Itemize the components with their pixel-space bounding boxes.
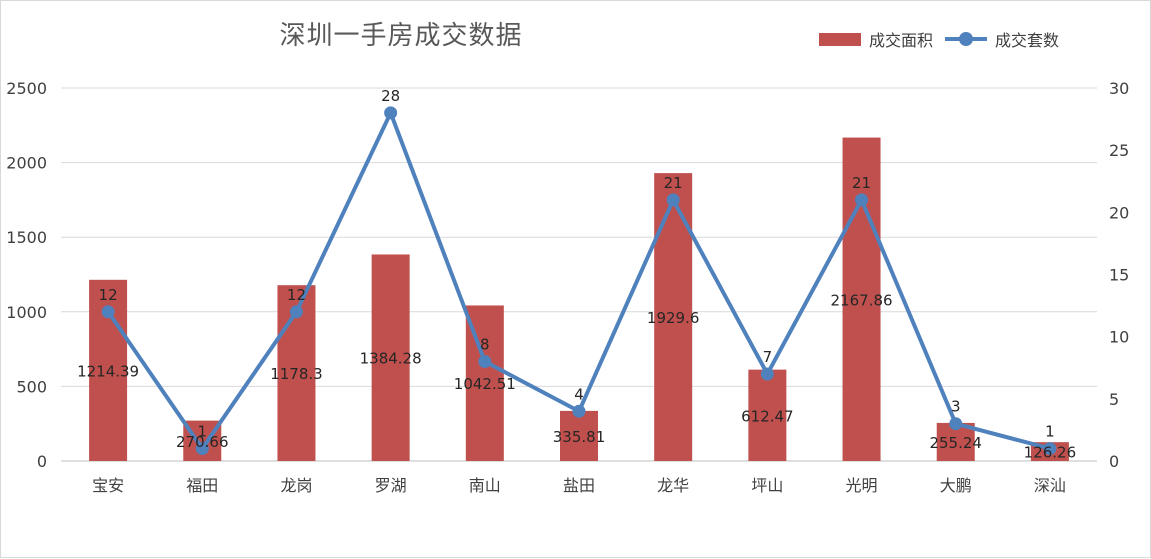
bar-data-label: 612.47 xyxy=(741,407,794,425)
line-point xyxy=(949,417,963,431)
line-point xyxy=(478,355,492,369)
bar-data-label: 1178.3 xyxy=(270,365,323,383)
y-left-tick-label: 500 xyxy=(16,377,47,396)
x-tick-label: 罗湖 xyxy=(375,476,407,495)
y-right-tick-label: 25 xyxy=(1109,141,1129,160)
y-right-tick-label: 5 xyxy=(1109,390,1119,409)
line-data-label: 12 xyxy=(99,286,118,304)
legend-item-count: 成交套数 xyxy=(945,27,1059,51)
line-point xyxy=(572,404,586,418)
bar xyxy=(842,137,881,461)
bar-data-label: 1929.6 xyxy=(647,309,700,327)
line-data-label: 28 xyxy=(381,87,400,105)
x-tick-label: 龙岗 xyxy=(280,476,312,495)
y-right-tick-label: 30 xyxy=(1109,79,1129,98)
line-data-label: 7 xyxy=(763,348,773,366)
line-point xyxy=(195,442,209,456)
x-tick-label: 大鹏 xyxy=(940,476,972,495)
x-tick-label: 福田 xyxy=(186,476,218,495)
line-data-label: 1 xyxy=(197,423,207,441)
bar xyxy=(748,369,787,461)
x-tick-label: 光明 xyxy=(846,476,878,495)
line-point xyxy=(289,305,303,319)
line-data-label: 8 xyxy=(480,336,490,354)
bar-data-label: 255.24 xyxy=(929,434,982,452)
legend-label-area: 成交面积 xyxy=(869,31,934,50)
legend-line-swatch xyxy=(945,32,987,46)
x-tick-label: 南山 xyxy=(469,476,501,495)
line-point xyxy=(760,367,774,381)
line-point xyxy=(666,193,680,207)
x-tick-label: 龙华 xyxy=(657,476,689,495)
y-left-tick-label: 2500 xyxy=(6,79,47,98)
legend-bar-swatch xyxy=(819,32,861,46)
line-data-label: 4 xyxy=(574,385,584,403)
line-point xyxy=(384,106,398,120)
bar-data-label: 126.26 xyxy=(1024,444,1077,462)
line-point xyxy=(1043,442,1057,456)
line-data-label: 3 xyxy=(951,398,961,416)
y-right-tick-label: 15 xyxy=(1109,266,1129,285)
y-left-tick-label: 2000 xyxy=(6,154,47,173)
bar-data-label: 1384.28 xyxy=(360,350,422,368)
bar xyxy=(560,410,598,461)
y-right-tick-label: 10 xyxy=(1109,328,1129,347)
bar-data-label: 270.66 xyxy=(176,433,229,451)
bar-data-label: 335.81 xyxy=(553,428,606,446)
bar xyxy=(371,254,410,461)
x-tick-label: 深汕 xyxy=(1034,476,1066,495)
x-tick-label: 坪山 xyxy=(751,476,783,495)
line-data-label: 1 xyxy=(1045,423,1055,441)
line-point xyxy=(101,305,115,319)
legend-label-count: 成交套数 xyxy=(995,31,1060,50)
bar-data-label: 1042.51 xyxy=(454,375,516,393)
y-left-tick-label: 0 xyxy=(37,452,47,471)
y-right-tick-label: 20 xyxy=(1109,203,1129,222)
line-point xyxy=(855,193,869,207)
y-left-tick-label: 1000 xyxy=(6,303,47,322)
y-left-tick-label: 1500 xyxy=(6,228,47,247)
line-data-label: 12 xyxy=(287,286,306,304)
legend-item-area: 成交面积 xyxy=(819,27,933,51)
line-data-label: 21 xyxy=(852,174,871,192)
bar-data-label: 1214.39 xyxy=(77,362,139,380)
bar-data-label: 2167.86 xyxy=(831,291,893,309)
x-tick-label: 宝安 xyxy=(92,476,124,495)
line-data-label: 21 xyxy=(664,174,683,192)
chart-title: 深圳一手房成交数据 xyxy=(279,21,523,51)
x-tick-label: 盐田 xyxy=(563,476,595,495)
y-right-tick-label: 0 xyxy=(1109,452,1119,471)
